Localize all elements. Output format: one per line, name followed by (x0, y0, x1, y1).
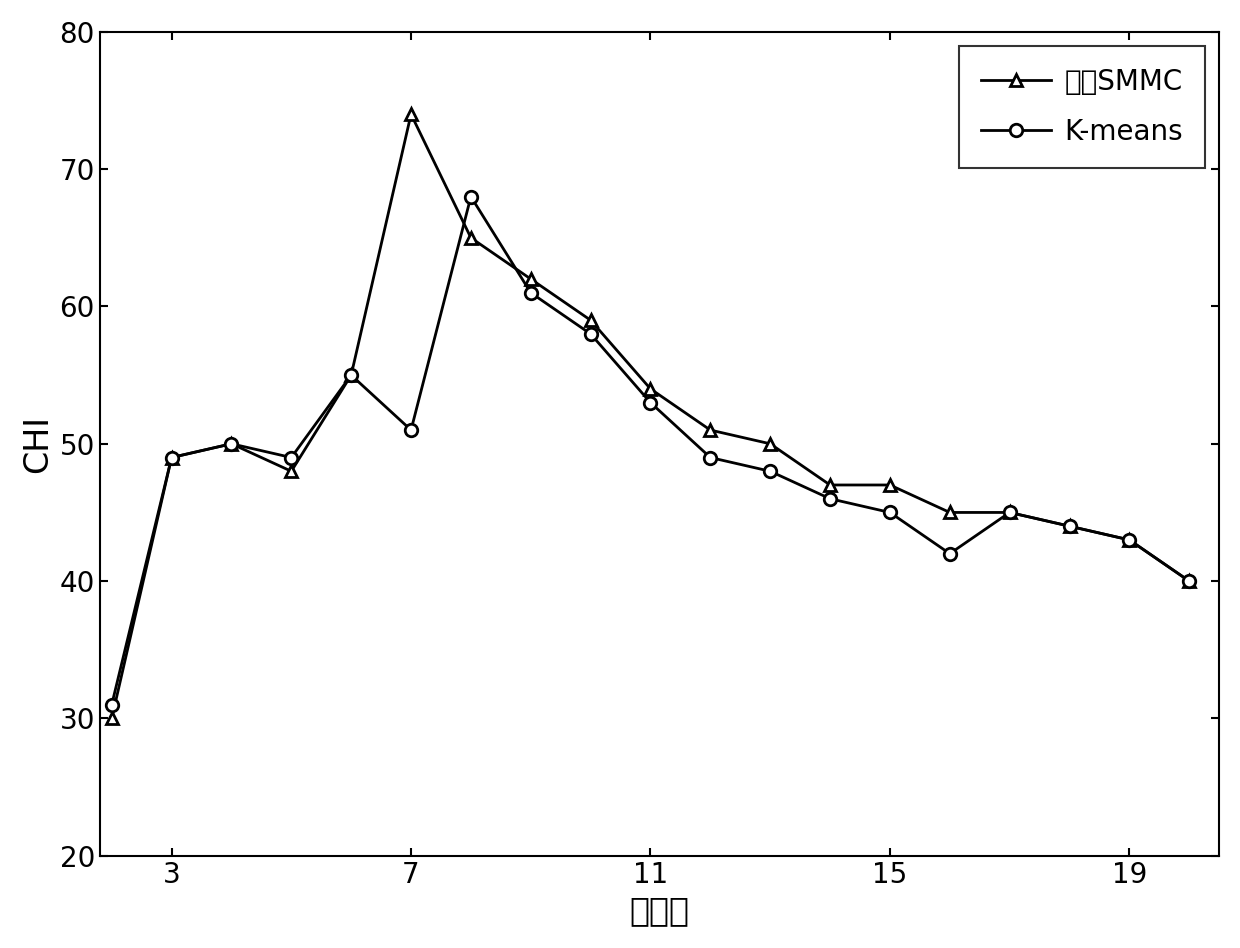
K-means (224, 438, 239, 449)
K-means (1182, 575, 1197, 587)
K-means (464, 191, 479, 202)
K-means (942, 548, 957, 559)
Y-axis label: CHI: CHI (21, 415, 53, 473)
改进SMMC (703, 425, 718, 436)
改进SMMC (284, 465, 299, 477)
Legend: 改进SMMC, K-means: 改进SMMC, K-means (959, 46, 1205, 169)
改进SMMC (1122, 535, 1137, 546)
K-means (403, 425, 418, 436)
K-means (763, 465, 777, 477)
改进SMMC (104, 713, 119, 724)
K-means (1063, 520, 1078, 532)
K-means (104, 699, 119, 710)
K-means (523, 287, 538, 299)
K-means (644, 397, 658, 409)
改进SMMC (644, 383, 658, 394)
Line: 改进SMMC: 改进SMMC (105, 108, 1195, 724)
K-means (822, 493, 837, 504)
改进SMMC (583, 315, 598, 326)
改进SMMC (224, 438, 239, 449)
K-means (1002, 507, 1017, 519)
改进SMMC (942, 507, 957, 519)
改进SMMC (343, 370, 358, 381)
改进SMMC (164, 452, 179, 464)
X-axis label: 聚类数: 聚类数 (630, 894, 689, 927)
改进SMMC (1182, 575, 1197, 587)
K-means (343, 370, 358, 381)
改进SMMC (822, 480, 837, 491)
Line: K-means: K-means (105, 191, 1195, 711)
改进SMMC (883, 480, 898, 491)
K-means (583, 328, 598, 339)
改进SMMC (1063, 520, 1078, 532)
改进SMMC (464, 232, 479, 244)
K-means (703, 452, 718, 464)
改进SMMC (403, 108, 418, 119)
K-means (883, 507, 898, 519)
K-means (164, 452, 179, 464)
K-means (1122, 535, 1137, 546)
K-means (284, 452, 299, 464)
改进SMMC (763, 438, 777, 449)
改进SMMC (1002, 507, 1017, 519)
改进SMMC (523, 273, 538, 284)
